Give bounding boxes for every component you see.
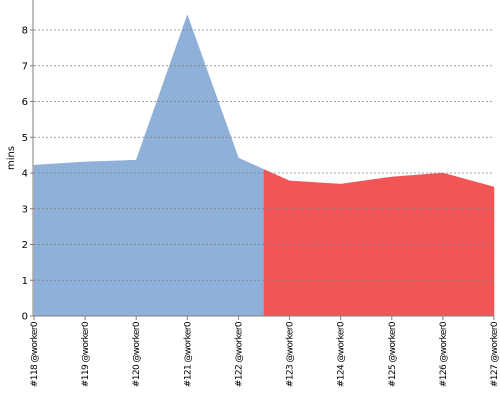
x-tick-label: #123 @worker0 xyxy=(286,321,296,387)
x-tick-label: #122 @worker0 xyxy=(234,321,244,387)
x-tick-label: #124 @worker0 xyxy=(337,321,347,387)
area-segment xyxy=(314,180,367,317)
area-segment xyxy=(110,87,163,317)
x-tick-label: #127 @worker0 xyxy=(490,321,500,387)
area-segment xyxy=(33,163,60,317)
area-segment xyxy=(59,160,111,317)
y-axis-label: mins xyxy=(6,146,17,170)
y-tick-label: 8 xyxy=(22,26,28,37)
y-tick-label: 7 xyxy=(22,61,28,72)
area-segment xyxy=(212,86,265,317)
y-tick-label: 5 xyxy=(22,133,28,144)
x-tick-label: #118 @worker0 xyxy=(30,321,40,387)
area-segment xyxy=(365,174,418,317)
y-tick-label: 4 xyxy=(22,169,28,180)
x-tick-label: #119 @worker0 xyxy=(81,321,91,387)
x-tick-label: #121 @worker0 xyxy=(183,321,193,387)
y-tick-label: 0 xyxy=(22,312,28,323)
y-tick-label: 3 xyxy=(22,204,28,215)
x-tick-label: #125 @worker0 xyxy=(388,321,398,387)
x-tick-label: #120 @worker0 xyxy=(132,321,142,387)
area-segment xyxy=(468,179,495,317)
y-tick-label: 6 xyxy=(22,97,28,108)
area-segment xyxy=(161,14,214,317)
y-tick-label: 2 xyxy=(22,240,28,251)
x-tick-label: #126 @worker0 xyxy=(439,321,449,387)
y-tick-label: 1 xyxy=(22,276,28,287)
area-segment xyxy=(263,169,316,317)
